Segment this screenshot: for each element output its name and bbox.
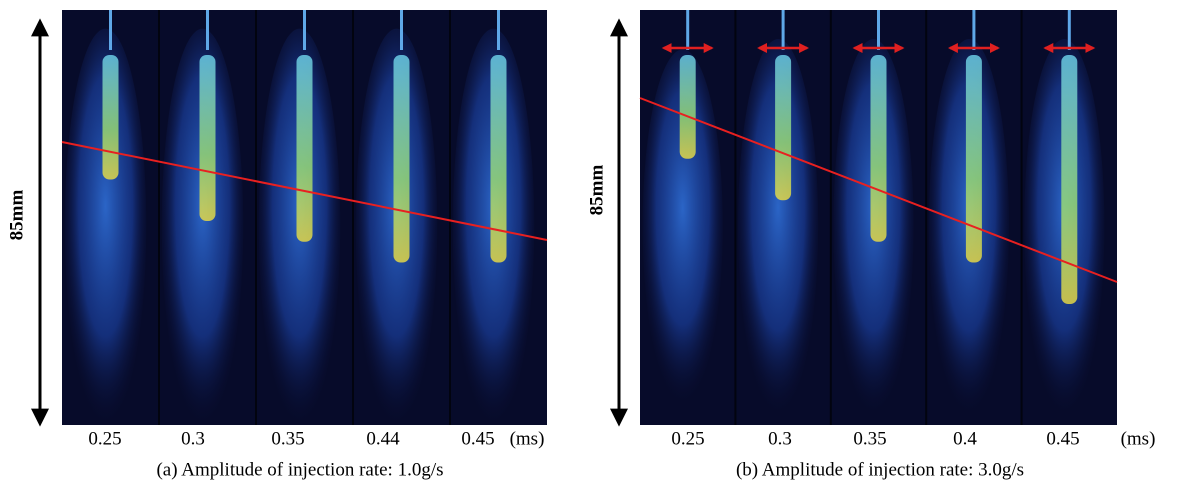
spray-core xyxy=(679,55,696,159)
time-label: 0.25 xyxy=(88,428,121,449)
time-label: 0.35 xyxy=(271,428,304,449)
spray-plume xyxy=(64,28,147,423)
time-label: 0.35 xyxy=(853,428,886,449)
spray-plume xyxy=(161,28,244,423)
panel-caption: (a) Amplitude of injection rate: 1.0g/s xyxy=(156,459,443,480)
spray-plume xyxy=(642,49,723,403)
spray-core xyxy=(490,55,507,263)
spray-core xyxy=(102,55,119,180)
time-label: 0.3 xyxy=(768,428,792,449)
time-label: 0.3 xyxy=(181,428,205,449)
penetration-line xyxy=(61,141,548,241)
time-label: 0.45 xyxy=(461,428,494,449)
panel-caption: (b) Amplitude of injection rate: 3.0g/s xyxy=(736,459,1024,480)
time-label: 0.4 xyxy=(953,428,977,449)
length-label: 85mm xyxy=(6,190,27,241)
time-unit: (ms) xyxy=(1121,428,1156,449)
time-label: 0.25 xyxy=(671,428,704,449)
spray-core xyxy=(870,55,887,242)
penetration-line xyxy=(639,97,1118,283)
spray-core xyxy=(393,55,410,263)
length-label: 85mm xyxy=(586,165,607,216)
spray-core xyxy=(775,55,792,201)
spray-core xyxy=(965,55,982,263)
time-label: 0.45 xyxy=(1046,428,1079,449)
time-label: 0.44 xyxy=(366,428,400,449)
spray-core xyxy=(199,55,216,221)
spray-core xyxy=(1061,55,1078,304)
time-unit: (ms) xyxy=(510,428,545,449)
spray-core xyxy=(296,55,313,242)
spray-plume xyxy=(738,39,819,413)
